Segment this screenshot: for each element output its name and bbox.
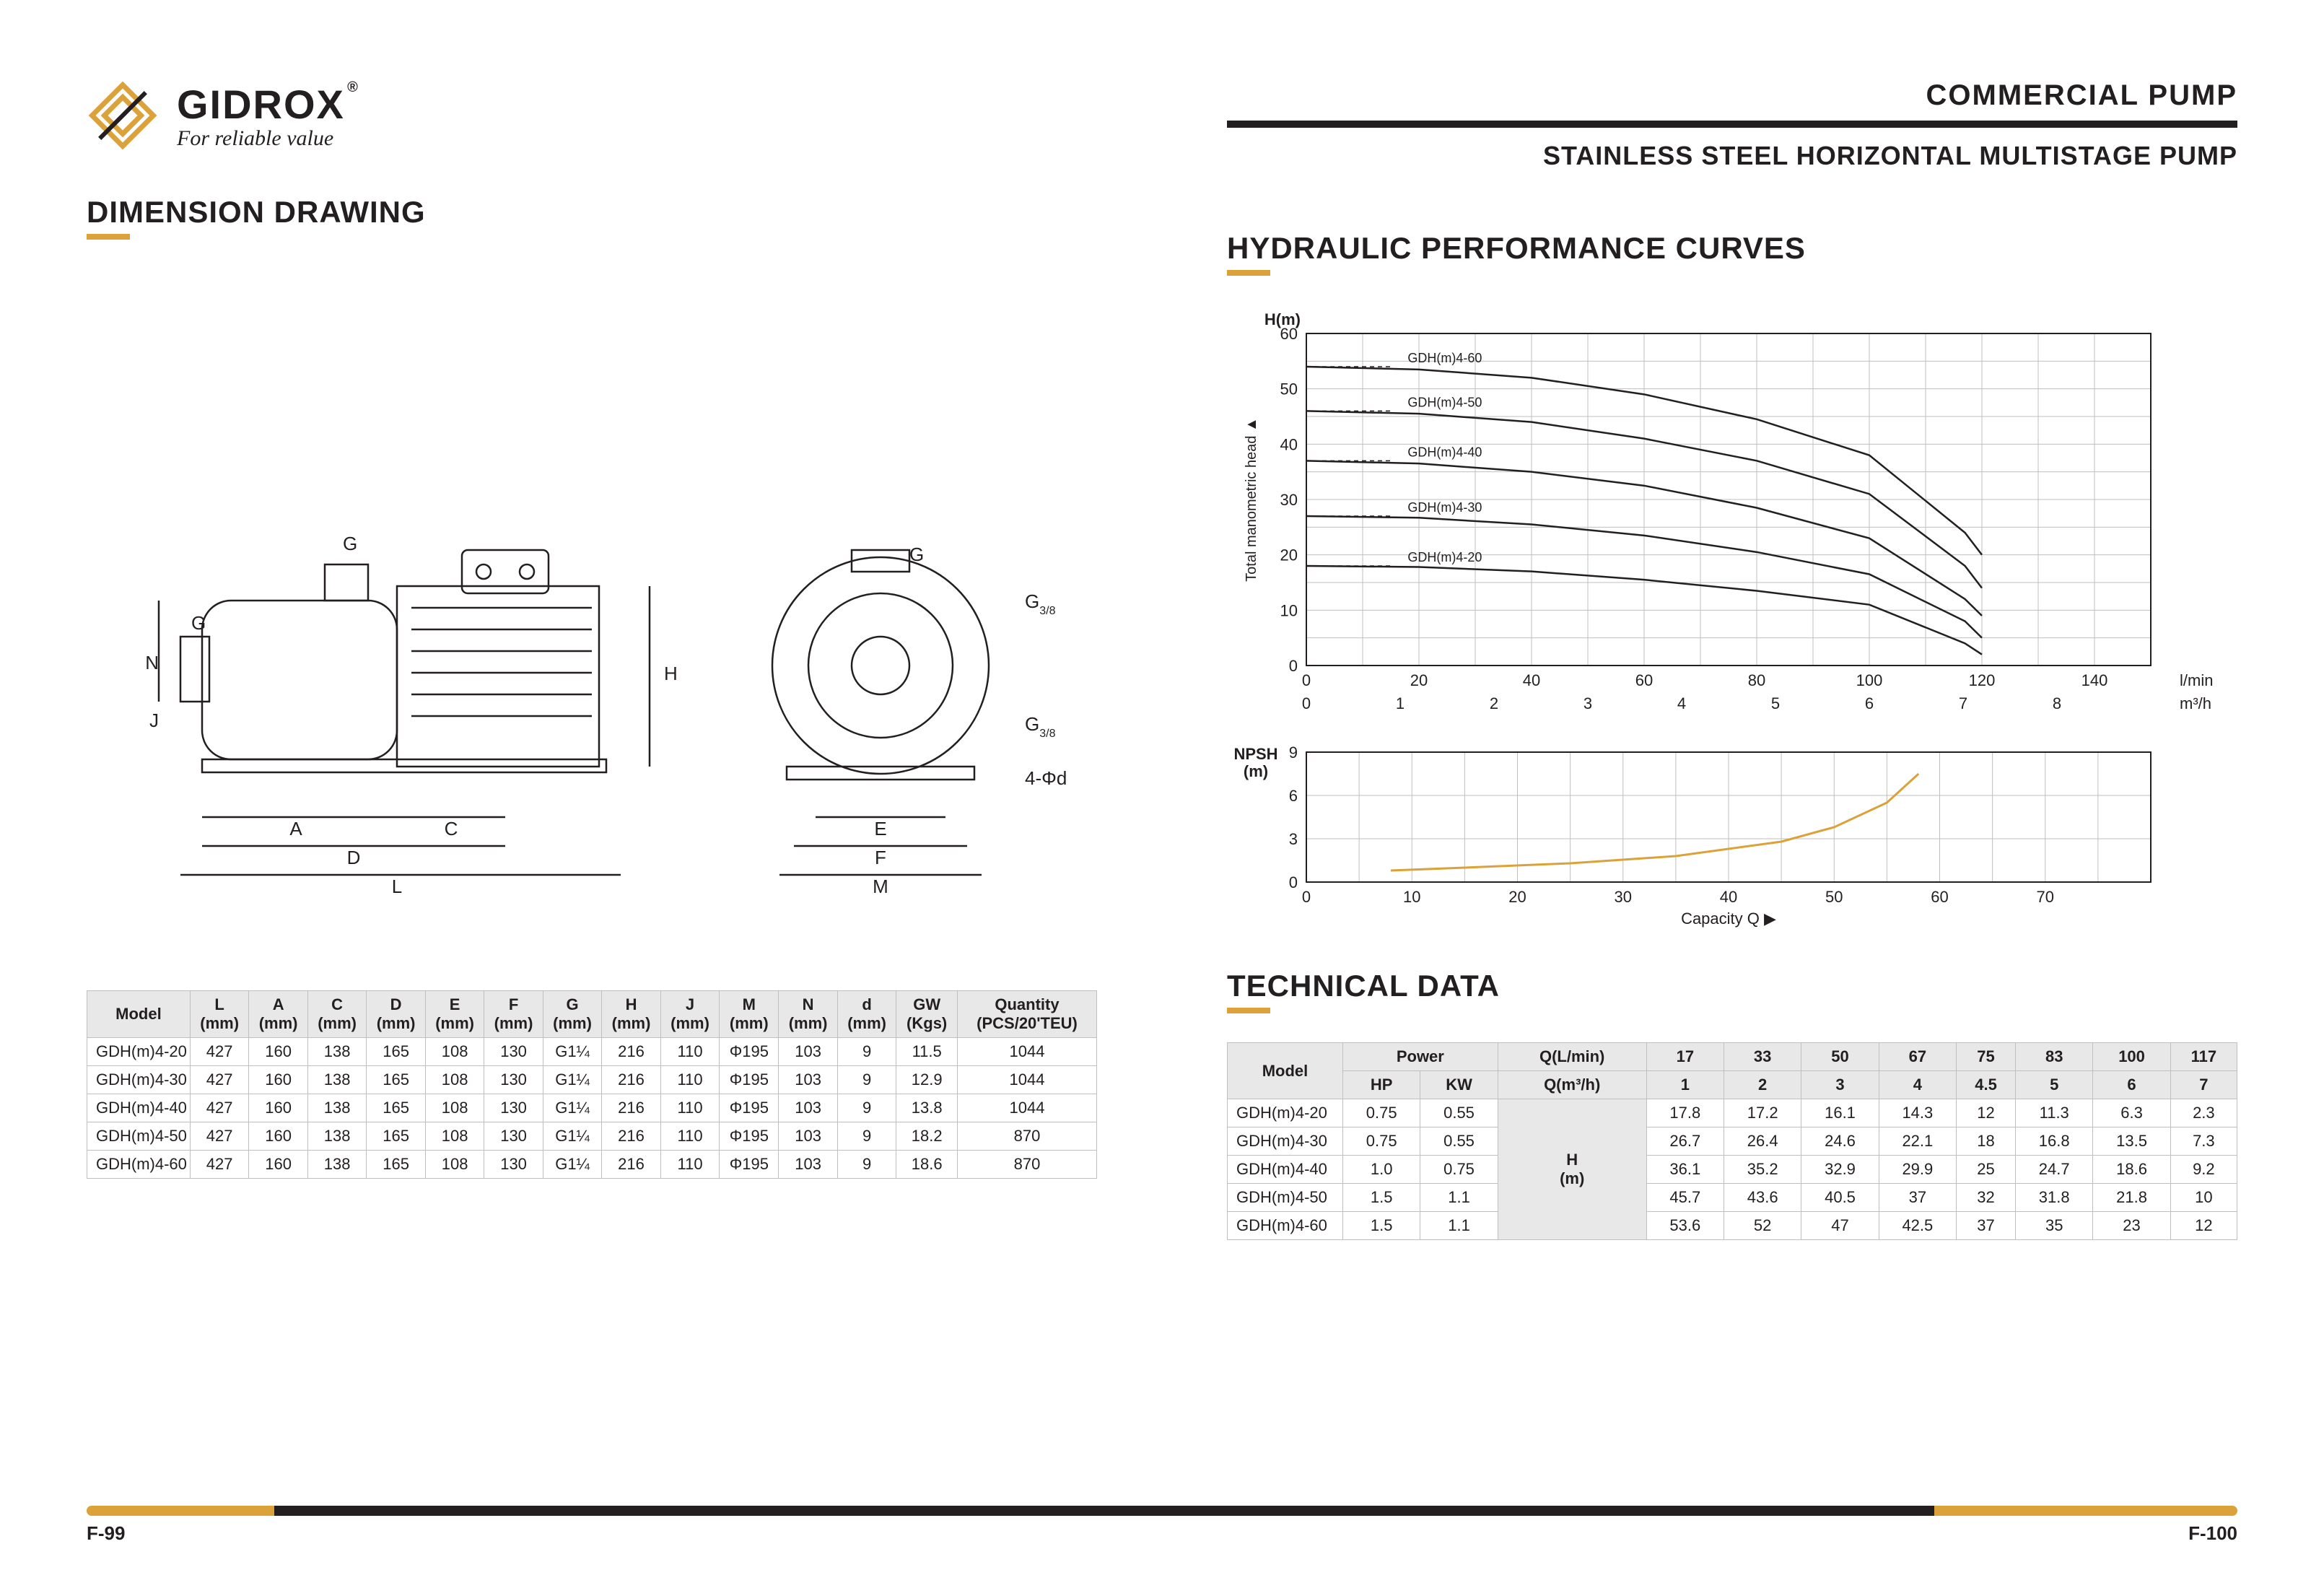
svg-text:80: 80	[1748, 671, 1765, 689]
svg-text:10: 10	[1280, 601, 1298, 619]
svg-text:m³/h: m³/h	[2180, 694, 2211, 712]
svg-text:120: 120	[1969, 671, 1996, 689]
svg-text:G3/8: G3/8	[1025, 590, 1056, 617]
accent-underline	[1227, 270, 1270, 276]
svg-text:l/min: l/min	[2180, 671, 2213, 689]
svg-text:F: F	[875, 847, 886, 868]
svg-text:20: 20	[1280, 546, 1298, 564]
svg-text:0: 0	[1302, 671, 1311, 689]
svg-text:GDH(m)4-20: GDH(m)4-20	[1407, 550, 1482, 564]
brand-tagline: For reliable value	[177, 126, 345, 151]
svg-text:0: 0	[1289, 873, 1298, 891]
svg-text:40: 40	[1720, 888, 1737, 906]
svg-text:30: 30	[1615, 888, 1632, 906]
svg-text:40: 40	[1523, 671, 1540, 689]
dimension-table: ModelL(mm)A(mm)C(mm)D(mm)E(mm)F(mm)G(mm)…	[87, 990, 1097, 1179]
svg-text:L: L	[392, 876, 402, 897]
svg-text:1: 1	[1396, 694, 1405, 712]
npsh-chart: 0 3 6 9 0 10 20 30 40 50 60 70 Capacity Q ▶ NPSH(m)	[1227, 745, 2237, 933]
svg-text:G: G	[343, 533, 357, 554]
svg-text:(m): (m)	[1244, 762, 1268, 780]
footer-band	[87, 1506, 2237, 1516]
category-title: COMMERCIAL PUMP	[1227, 79, 2237, 112]
svg-text:GDH(m)4-50: GDH(m)4-50	[1407, 395, 1482, 409]
svg-text:G: G	[191, 612, 206, 634]
svg-text:G: G	[909, 544, 924, 565]
section-title-curves: HYDRAULIC PERFORMANCE CURVES	[1227, 231, 2237, 266]
svg-text:E: E	[874, 818, 886, 839]
brand-name: GIDROX®	[177, 81, 345, 128]
accent-underline	[1227, 1008, 1270, 1013]
svg-text:60: 60	[1635, 671, 1653, 689]
svg-text:4: 4	[1677, 694, 1686, 712]
svg-text:0: 0	[1302, 694, 1311, 712]
svg-text:C: C	[445, 818, 458, 839]
svg-text:10: 10	[1403, 888, 1420, 906]
dimension-drawing: G N G J A C D L H	[87, 384, 1097, 904]
svg-text:GDH(m)4-30: GDH(m)4-30	[1407, 500, 1482, 515]
svg-text:Total manometric head ▲: Total manometric head ▲	[1244, 417, 1259, 582]
brand-logo: GIDROX® For reliable value	[87, 79, 1097, 152]
head-chart: 0102030405060020406080100120140l/min0123…	[1227, 305, 2237, 738]
svg-text:70: 70	[2037, 888, 2054, 906]
svg-text:0: 0	[1302, 888, 1311, 906]
page-number-right: F-100	[2188, 1522, 2237, 1545]
svg-text:NPSH: NPSH	[1233, 745, 1277, 763]
svg-text:N: N	[145, 652, 159, 673]
section-title-techdata: TECHNICAL DATA	[1227, 969, 2237, 1003]
svg-text:30: 30	[1280, 491, 1298, 509]
svg-text:40: 40	[1280, 435, 1298, 453]
technical-data-table: ModelPowerQ(L/min)173350677583100117 HPK…	[1227, 1042, 2237, 1240]
product-subtitle: STAINLESS STEEL HORIZONTAL MULTISTAGE PU…	[1227, 141, 2237, 171]
svg-text:J: J	[149, 710, 159, 731]
svg-text:GDH(m)4-40: GDH(m)4-40	[1407, 445, 1482, 459]
svg-text:50: 50	[1825, 888, 1843, 906]
svg-text:6: 6	[1865, 694, 1874, 712]
svg-text:6: 6	[1289, 787, 1298, 805]
logo-mark-icon	[87, 79, 159, 152]
svg-text:GDH(m)4-60: GDH(m)4-60	[1407, 351, 1482, 365]
svg-text:Capacity Q ▶: Capacity Q ▶	[1681, 909, 1776, 928]
svg-text:3: 3	[1583, 694, 1592, 712]
svg-text:140: 140	[2081, 671, 2108, 689]
svg-text:H: H	[664, 663, 678, 684]
svg-text:2: 2	[1490, 694, 1498, 712]
header-divider	[1227, 121, 2237, 128]
svg-text:0: 0	[1289, 657, 1298, 675]
svg-text:D: D	[347, 847, 361, 868]
svg-text:H(m): H(m)	[1264, 310, 1301, 328]
section-title-dimension: DIMENSION DRAWING	[87, 195, 1097, 230]
svg-text:7: 7	[1959, 694, 1967, 712]
svg-text:9: 9	[1289, 745, 1298, 762]
accent-underline	[87, 234, 130, 240]
svg-text:50: 50	[1280, 380, 1298, 398]
svg-text:3: 3	[1289, 830, 1298, 848]
svg-text:5: 5	[1771, 694, 1780, 712]
svg-text:G3/8: G3/8	[1025, 713, 1056, 740]
svg-text:4-Φd: 4-Φd	[1025, 767, 1067, 789]
svg-text:20: 20	[1508, 888, 1526, 906]
svg-text:A: A	[289, 818, 302, 839]
svg-text:100: 100	[1856, 671, 1883, 689]
page-number-left: F-99	[87, 1522, 125, 1545]
svg-text:20: 20	[1410, 671, 1428, 689]
svg-text:60: 60	[1931, 888, 1948, 906]
svg-text:8: 8	[2053, 694, 2061, 712]
svg-text:M: M	[873, 876, 888, 897]
